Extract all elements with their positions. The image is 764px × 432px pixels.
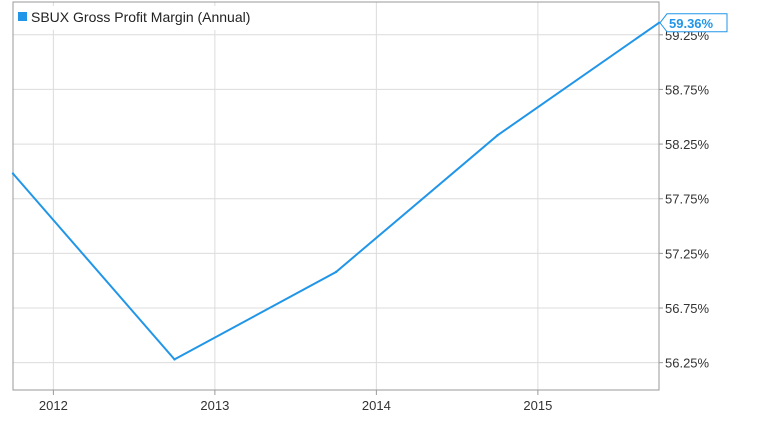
x-tick-label: 2014 — [362, 398, 391, 413]
y-tick-label: 56.75% — [665, 301, 710, 316]
x-tick-label: 2015 — [523, 398, 552, 413]
y-axis-ticks: 56.25%56.75%57.25%57.75%58.25%58.75%59.2… — [659, 28, 710, 371]
data-point — [657, 21, 661, 24]
y-tick-label: 58.25% — [665, 137, 710, 152]
gridlines — [13, 2, 659, 390]
y-tick-label: 57.75% — [665, 192, 710, 207]
y-tick-label: 56.25% — [665, 356, 710, 371]
last-value-callout: 59.36% — [659, 13, 728, 33]
y-tick-label: 58.75% — [665, 82, 710, 97]
callout-box — [659, 13, 728, 33]
x-axis-ticks: 2012 2013 2014 2015 — [39, 390, 552, 413]
x-tick-label: 2013 — [200, 398, 229, 413]
legend-swatch — [18, 12, 27, 21]
x-tick-label: 2012 — [39, 398, 68, 413]
data-point — [173, 358, 176, 361]
legend-background — [17, 6, 305, 30]
series-group — [11, 21, 661, 361]
plot-area-frame — [12, 1, 660, 391]
y-tick-label: 57.25% — [665, 246, 710, 261]
data-point — [11, 172, 15, 175]
data-point — [496, 134, 499, 137]
data-point — [334, 270, 338, 274]
callout-label: 59.36% — [669, 16, 714, 31]
legend-label: SBUX Gross Profit Margin (Annual) — [31, 9, 250, 25]
legend: SBUX Gross Profit Margin (Annual) — [17, 6, 305, 30]
